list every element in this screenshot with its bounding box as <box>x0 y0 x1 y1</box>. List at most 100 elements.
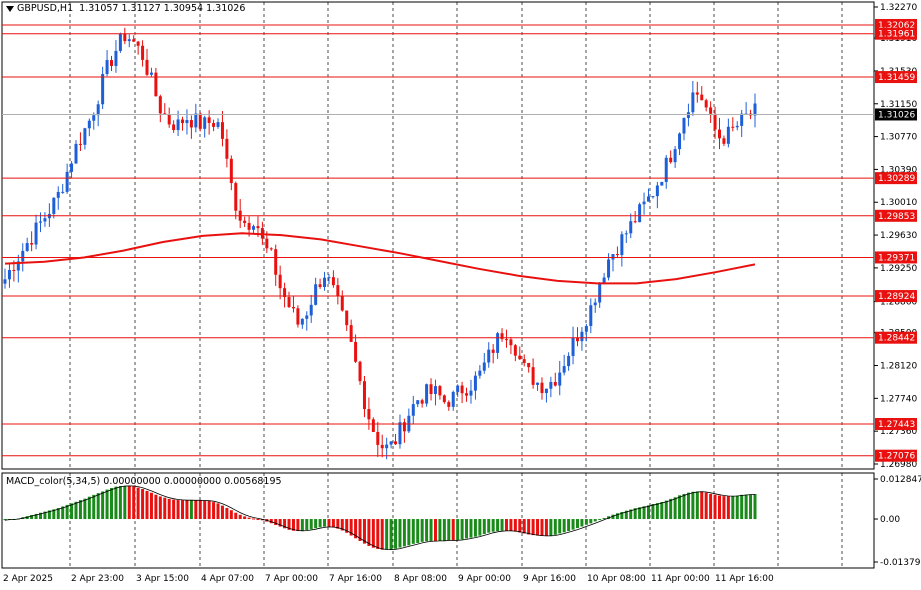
macd-histogram-bar <box>722 496 726 520</box>
macd-histogram-bar <box>274 519 278 526</box>
level-price-label: 1.32062 <box>878 21 915 31</box>
candle-body <box>664 157 668 182</box>
macd-histogram-bar <box>593 519 597 522</box>
macd-histogram-bar <box>318 519 322 528</box>
level-price-tag <box>875 251 917 264</box>
candle-body <box>167 114 171 125</box>
macd-histogram-bar <box>118 485 122 520</box>
candle-body <box>34 222 38 245</box>
time-axis-label: 8 Apr 08:00 <box>394 574 447 584</box>
level-price-tag <box>875 449 917 462</box>
macd-histogram-bar <box>39 512 43 520</box>
price-tick-label: 1.28860 <box>880 298 917 308</box>
candle-body <box>478 370 482 376</box>
candle-body <box>731 126 735 128</box>
macd-histogram-bar <box>469 519 473 538</box>
macd-histogram-bar <box>411 519 415 544</box>
macd-histogram-bar <box>300 519 304 531</box>
macd-histogram-bar <box>358 519 362 541</box>
time-axis-label: 2 Apr 23:00 <box>71 574 124 584</box>
macd-histogram-bar <box>580 519 584 527</box>
macd-histogram-bar <box>176 500 180 520</box>
candle-body <box>154 72 158 97</box>
macd-histogram-bar <box>513 519 517 532</box>
candle-body <box>198 113 202 129</box>
candle-body <box>327 277 331 279</box>
macd-histogram-bar <box>385 519 389 550</box>
candle-body <box>105 60 109 75</box>
macd-histogram-bar <box>700 491 704 520</box>
chart-header: GBPUSD,H1 1.31057 1.31127 1.30954 1.3102… <box>6 3 245 14</box>
candle-body <box>700 94 704 101</box>
macd-histogram-bar <box>340 519 344 531</box>
macd-tick-label: -0.0137932 <box>880 558 921 568</box>
time-axis-label: 7 Apr 00:00 <box>265 574 318 584</box>
macd-histogram-bar <box>465 519 469 539</box>
macd-histogram-bar <box>575 519 579 529</box>
macd-pane-frame <box>1 472 875 569</box>
macd-histogram-bar <box>172 499 176 520</box>
candle-body <box>451 391 455 407</box>
macd-histogram-bar <box>225 507 229 520</box>
level-price-tag <box>875 418 917 431</box>
macd-histogram-bar <box>682 493 686 520</box>
macd-histogram-bar <box>704 492 708 520</box>
macd-histogram-bar <box>749 494 753 520</box>
macd-histogram-bar <box>451 519 455 541</box>
macd-histogram-bar <box>114 486 118 520</box>
macd-histogram-bar <box>30 514 34 520</box>
candle-body <box>717 129 721 139</box>
candle-body <box>158 96 162 114</box>
macd-histogram-bar <box>487 519 491 533</box>
macd-histogram-bar <box>558 519 562 534</box>
candle-body <box>189 120 193 128</box>
macd-histogram-bar <box>753 494 757 520</box>
macd-histogram-bar <box>709 493 713 520</box>
price-tick-label: 1.31150 <box>880 100 917 110</box>
level-price-tag <box>875 331 917 344</box>
macd-histogram-bar <box>238 514 242 520</box>
macd-histogram-bar <box>660 501 664 520</box>
candle-body <box>296 308 300 325</box>
candle-body <box>203 117 207 129</box>
macd-histogram-bar <box>504 519 508 531</box>
macd-histogram-bar <box>331 519 335 528</box>
candle-body <box>487 349 491 363</box>
macd-histogram-bar <box>291 519 295 531</box>
candle-body <box>473 375 477 391</box>
macd-histogram-bar <box>123 485 127 520</box>
macd-histogram-bar <box>65 504 69 520</box>
current-price-label: 1.31026 <box>878 110 915 120</box>
macd-histogram-bar <box>713 494 717 520</box>
macd-histogram-bar <box>70 503 74 520</box>
symbol-label: GBPUSD,H1 <box>17 3 74 14</box>
candle-body <box>265 238 269 249</box>
macd-histogram-bar <box>389 519 393 550</box>
candle-body <box>513 345 517 356</box>
candle-body <box>562 366 566 373</box>
time-axis-label: 10 Apr 08:00 <box>587 574 646 584</box>
candle-body <box>389 441 393 445</box>
macd-histogram-bar <box>132 486 136 520</box>
price-tick-label: 1.30390 <box>880 165 917 175</box>
macd-histogram-bar <box>638 507 642 520</box>
candle-body <box>52 197 56 214</box>
candle-body <box>442 395 446 403</box>
macd-histogram-bar <box>163 497 167 520</box>
macd-title: MACD_color(5,34,5) 0.00000000 0.00000000… <box>6 476 282 487</box>
candle-body <box>43 218 47 222</box>
macd-histogram-bar <box>87 496 91 520</box>
candle-body <box>300 318 304 325</box>
level-price-tag <box>875 209 917 222</box>
candle-body <box>371 419 375 433</box>
level-price-label: 1.30289 <box>878 174 915 184</box>
macd-histogram-bar <box>43 511 47 520</box>
collapse-triangle-icon[interactable] <box>6 5 14 12</box>
macd-histogram-bar <box>562 519 566 533</box>
macd-histogram-bar <box>345 519 349 533</box>
macd-histogram-bar <box>141 489 145 520</box>
candle-body <box>447 402 451 407</box>
candle-body <box>682 117 686 134</box>
candle-body <box>340 296 344 311</box>
